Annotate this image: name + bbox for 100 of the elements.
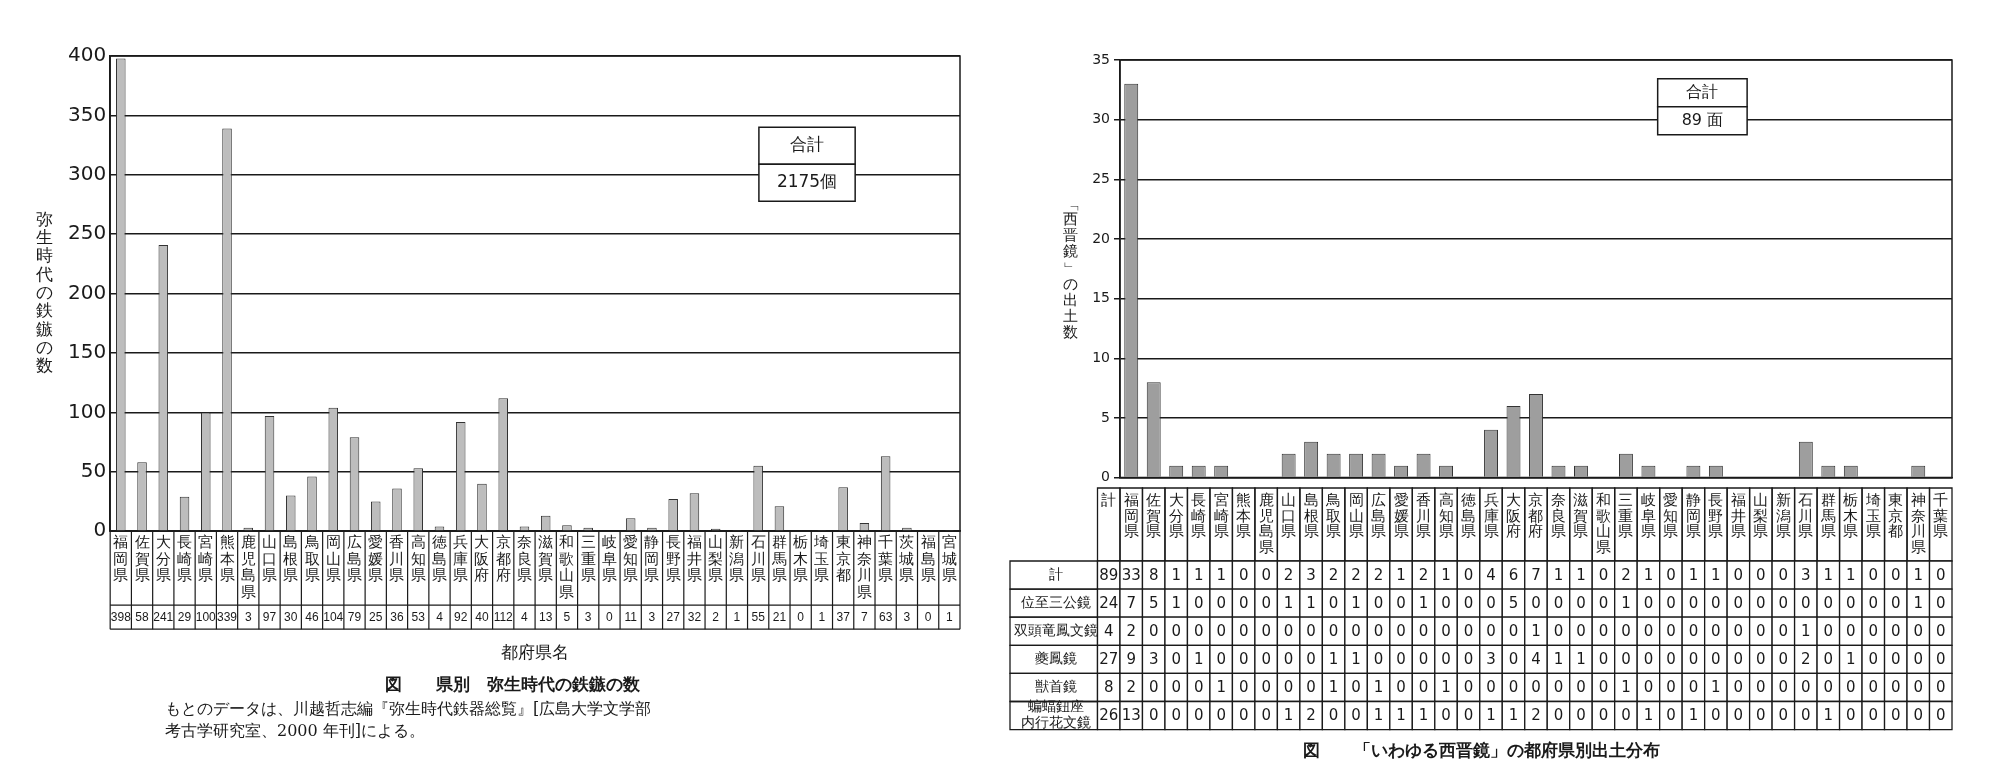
data-label: 0 <box>1666 594 1676 613</box>
x-tick-label: 群馬県 <box>1819 490 1836 541</box>
x-tick-label: 宮崎県 <box>198 533 214 585</box>
data-label: 3 <box>1486 650 1496 669</box>
x-tick-label: 東京都 <box>835 533 851 585</box>
x-tick-label: 千葉県 <box>878 533 894 585</box>
data-label: 241 <box>153 609 174 624</box>
data-label: 0 <box>1598 650 1609 669</box>
data-label: 0 <box>1238 565 1249 584</box>
data-label: 3 <box>1148 650 1159 669</box>
data-label: 112 <box>493 609 514 624</box>
x-tick-label: 熊本県 <box>1236 490 1252 541</box>
data-label: 1 <box>1216 678 1226 697</box>
data-label: 24 <box>1099 594 1119 613</box>
data-label: 0 <box>1261 622 1271 641</box>
x-tick-label: 長野県 <box>1708 490 1724 541</box>
data-label: 0 <box>1598 594 1609 613</box>
data-label: 5 <box>563 609 571 624</box>
data-label: 0 <box>1778 678 1789 697</box>
data-label: 0 <box>1261 594 1271 613</box>
data-label: 0 <box>1688 678 1699 697</box>
data-label: 97 <box>262 609 277 624</box>
data-label: 0 <box>1598 678 1609 697</box>
data-label: 0 <box>1351 706 1361 725</box>
data-label: 1 <box>1553 565 1564 584</box>
x-tick-label: 山梨県 <box>1753 490 1769 541</box>
data-label: 0 <box>1418 622 1429 641</box>
data-label: 1 <box>1373 678 1384 697</box>
data-label: 0 <box>1261 565 1271 584</box>
data-label: 0 <box>1373 622 1384 641</box>
x-tick-label: 長野県 <box>665 533 681 585</box>
x-tick-label: 愛媛県 <box>1393 490 1409 541</box>
x-tick-label: 千葉県 <box>1933 490 1949 541</box>
data-label: 0 <box>1553 622 1564 641</box>
data-label: 1 <box>946 609 954 624</box>
data-label: 0 <box>1935 594 1946 613</box>
x-tick-label: 鳥取県 <box>1325 490 1342 541</box>
text: 図 県別 弥生時代の鉄鏃の数 <box>384 674 641 695</box>
data-label: 1 <box>1643 565 1654 584</box>
data-label: 33 <box>1121 565 1141 584</box>
x-tick-label: 山口県 <box>1281 490 1297 541</box>
data-label: 2 <box>712 609 720 624</box>
data-label: 1 <box>1283 706 1294 725</box>
data-label: 1 <box>1171 594 1181 613</box>
data-label: 0 <box>1756 594 1766 613</box>
x-tick-label: 広島県 <box>347 533 362 585</box>
data-label: 8 <box>1103 678 1114 697</box>
data-label: 0 <box>1396 594 1406 613</box>
annotation: 合計 2175個 <box>776 134 838 192</box>
data-label: 0 <box>1778 565 1789 584</box>
x-tick-label: 鹿児島県 <box>1258 490 1274 557</box>
data-label: 0 <box>1508 650 1519 669</box>
data-label: 0 <box>1666 650 1676 669</box>
data-label: 1 <box>1193 565 1204 584</box>
data-label: 2 <box>1418 565 1429 584</box>
data-label: 0 <box>1553 594 1564 613</box>
data-label: 0 <box>1756 678 1766 697</box>
data-label: 0 <box>1935 622 1946 641</box>
data-label: 0 <box>1801 594 1811 613</box>
data-label: 0 <box>1913 650 1924 669</box>
x-tick-label: 愛媛県 <box>368 533 384 585</box>
x-tick-label: 福井県 <box>1730 490 1746 541</box>
data-label: 46 <box>305 609 319 624</box>
data-label: 1 <box>1351 594 1361 613</box>
data-label: 1 <box>1441 678 1451 697</box>
y-tick-label: 夔鳳鏡 <box>1034 649 1077 666</box>
data-label: 1 <box>1846 565 1856 584</box>
data-label: 1 <box>1913 565 1924 584</box>
data-label: 0 <box>606 609 614 624</box>
data-label: 0 <box>1823 622 1834 641</box>
x-tick-label: 愛知県 <box>623 533 639 585</box>
data-label: 0 <box>1576 622 1586 641</box>
data-label: 13 <box>539 609 553 624</box>
data-label: 0 <box>1891 565 1901 584</box>
data-label: 0 <box>1823 594 1834 613</box>
x-tick-label: 岡山県 <box>325 533 341 585</box>
data-label: 0 <box>1733 678 1744 697</box>
x-tick-label: 和歌山県 <box>1595 490 1611 557</box>
x-tick-label: 新潟県 <box>729 533 745 585</box>
data-label: 0 <box>1351 678 1361 697</box>
x-tick-label: 熊本県 <box>219 533 235 585</box>
data-label: 0 <box>1216 594 1226 613</box>
data-label: 36 <box>390 609 404 624</box>
data-label: 37 <box>836 609 851 624</box>
x-tick-label: 奈良県 <box>516 533 532 585</box>
data-label: 0 <box>1171 622 1181 641</box>
data-label: 0 <box>1373 650 1384 669</box>
data-label: 0 <box>1733 706 1744 725</box>
data-label: 0 <box>1711 706 1721 725</box>
data-label: 1 <box>1328 650 1339 669</box>
data-label: 0 <box>1441 650 1451 669</box>
data-label: 0 <box>1351 622 1361 641</box>
x-tick-label: 三重県 <box>580 533 596 585</box>
data-label: 0 <box>1801 706 1811 725</box>
data-label: 339 <box>217 609 238 624</box>
data-label: 104 <box>323 609 344 624</box>
data-label: 0 <box>1441 706 1451 725</box>
data-label: 1 <box>1823 565 1834 584</box>
y-tick-label: 15 <box>1092 289 1110 306</box>
data-label: 0 <box>1486 622 1496 641</box>
